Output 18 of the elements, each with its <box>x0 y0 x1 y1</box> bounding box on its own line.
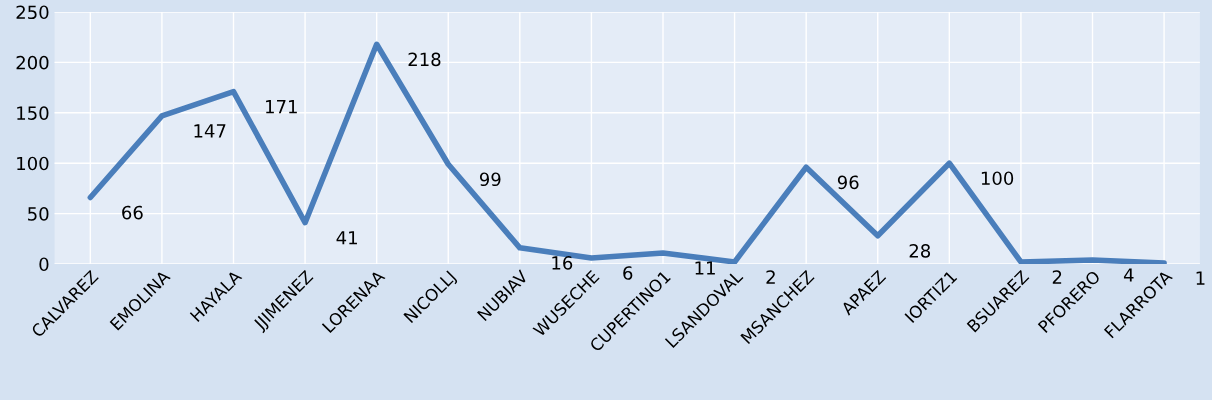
y-tick-label: 50 <box>28 207 49 221</box>
data-label: 16 <box>552 256 573 270</box>
data-label: 147 <box>194 124 226 138</box>
data-label: 100 <box>981 171 1014 186</box>
data-label: 41 <box>336 231 357 245</box>
y-tick-label: 150 <box>17 106 49 120</box>
data-label: 171 <box>266 100 297 114</box>
data-label: 11 <box>695 261 715 275</box>
y-tick-label: 200 <box>16 55 49 70</box>
y-tick-label: 250 <box>16 5 49 20</box>
data-label: 96 <box>837 175 859 190</box>
data-label: 1 <box>1196 271 1205 285</box>
data-label: 66 <box>122 205 143 220</box>
data-label: 99 <box>479 172 501 187</box>
y-tick-label: 100 <box>17 156 49 171</box>
y-tick-label: 0 <box>39 257 49 272</box>
data-label: 218 <box>408 52 441 67</box>
data-label: 28 <box>909 244 931 258</box>
